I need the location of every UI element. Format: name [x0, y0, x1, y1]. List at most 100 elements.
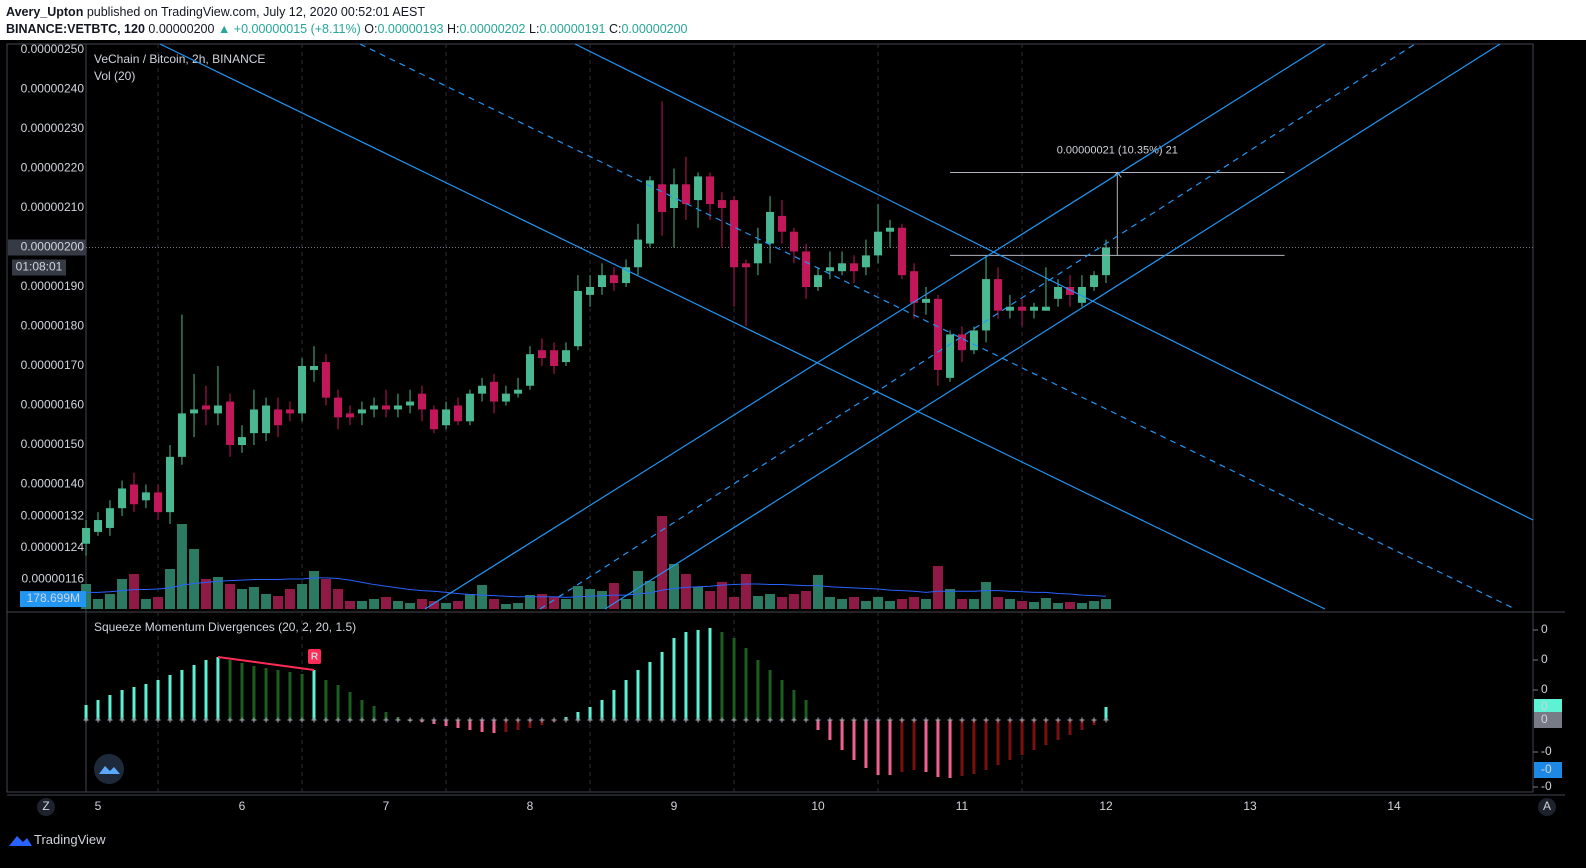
squeeze-dot — [935, 717, 941, 723]
candle-body — [609, 275, 618, 284]
candle-body — [249, 409, 258, 434]
momentum-bar — [828, 720, 832, 740]
momentum-bar — [492, 720, 496, 733]
logo-badge — [94, 754, 124, 784]
candle-body — [586, 287, 595, 295]
momentum-bar — [672, 638, 676, 720]
volume-bar — [248, 587, 259, 609]
momentum-bar — [180, 670, 184, 720]
volume-bar — [128, 574, 139, 609]
candle-body — [1029, 306, 1038, 311]
momentum-bar — [600, 700, 604, 720]
volume-bar — [992, 597, 1003, 609]
momentum-bar — [912, 720, 916, 770]
squeeze-dot — [119, 717, 125, 723]
y-tick-label: 0.00000220 — [21, 161, 85, 175]
squeeze-dot — [1007, 717, 1013, 723]
ohlc-value: 0.00000193 — [377, 22, 444, 36]
candle-body — [285, 409, 294, 414]
candle-body — [874, 231, 883, 256]
squeeze-dot — [191, 717, 197, 723]
ohlc-value: 0.00000202 — [459, 22, 526, 36]
volume-bar — [164, 569, 175, 609]
y-tick-label: 0.00000190 — [21, 279, 85, 293]
squeeze-dot — [1043, 717, 1049, 723]
volume-bar — [1089, 601, 1100, 609]
momentum-bar — [336, 685, 340, 720]
candle-body — [741, 263, 750, 268]
candle-body — [442, 409, 451, 426]
author: Avery_Upton — [6, 5, 84, 19]
momentum-bar — [132, 687, 136, 720]
volume-bar — [1076, 603, 1087, 609]
candle-body — [118, 488, 127, 509]
momentum-bar — [300, 674, 304, 720]
volume-bar — [1004, 599, 1015, 609]
candle-body — [429, 409, 438, 430]
candle-body — [262, 405, 271, 434]
squeeze-dot — [767, 717, 773, 723]
volume-bar — [680, 574, 691, 609]
volume-bar — [801, 591, 812, 609]
z-button[interactable] — [37, 798, 55, 816]
ohlc-label: H: — [446, 22, 460, 36]
momentum-bar — [996, 720, 1000, 765]
momentum-bar — [108, 695, 112, 720]
candle-body — [1054, 287, 1063, 299]
volume-bar — [693, 587, 704, 609]
y-tick-label: 0.00000250 — [21, 42, 85, 56]
volume-bar — [560, 599, 571, 609]
momentum-bar — [468, 720, 472, 730]
ohlc: O:0.00000193 H:0.00000202 L:0.00000191 C… — [364, 22, 687, 36]
candle-body — [93, 520, 102, 532]
y-tick-label: 0.00000116 — [21, 571, 84, 585]
volume-bar — [668, 564, 679, 609]
momentum-bar — [900, 720, 904, 772]
momentum-bar — [96, 700, 100, 720]
a-button-label[interactable]: A — [1543, 799, 1551, 813]
volume-bar — [104, 594, 115, 609]
y-tick-label: 0.00000170 — [21, 358, 85, 372]
momentum-bar — [528, 720, 532, 728]
squeeze-dot — [155, 717, 161, 723]
candle-body — [177, 413, 186, 457]
squeeze-dot — [587, 717, 593, 723]
candle-body — [957, 334, 966, 351]
momentum-bar — [780, 680, 784, 720]
candle-body — [777, 215, 786, 232]
momentum-marker-box — [1534, 699, 1562, 715]
candle-body — [537, 350, 546, 359]
candle-body — [969, 330, 978, 351]
momentum-bar — [648, 662, 652, 720]
y-tick-label: 0.00000124 — [21, 540, 85, 554]
volume-bar — [657, 516, 668, 609]
momentum-bar — [852, 720, 856, 760]
candle-body — [393, 405, 402, 410]
squeeze-dot — [251, 717, 257, 723]
volume-bar — [356, 601, 367, 609]
divergence-line — [217, 656, 315, 671]
y-tick-label: 0.00000150 — [21, 437, 85, 451]
volume-bar — [1028, 602, 1039, 609]
squeeze-dot — [539, 717, 545, 723]
z-button-label[interactable]: Z — [42, 799, 49, 813]
a-button[interactable] — [1538, 798, 1556, 816]
squeeze-dot — [431, 717, 437, 723]
squeeze-dot — [755, 717, 761, 723]
squeeze-dot — [743, 717, 749, 723]
volume-bar — [225, 584, 236, 609]
momentum-bar — [360, 700, 364, 720]
momentum-bar — [252, 666, 256, 720]
squeeze-dot — [347, 717, 353, 723]
momentum-bar — [1080, 720, 1084, 730]
volume-bar — [621, 599, 632, 609]
momentum-tick-label: 0 — [1541, 652, 1548, 666]
volume-bar — [788, 594, 799, 609]
volume-bar — [968, 599, 979, 609]
momentum-bar — [156, 680, 160, 720]
momentum-bar — [1044, 720, 1048, 745]
volume-bar — [236, 589, 247, 609]
momentum-bar — [516, 720, 520, 730]
y-tick-label: 0.00000160 — [21, 398, 85, 412]
volume-bar — [176, 524, 187, 609]
